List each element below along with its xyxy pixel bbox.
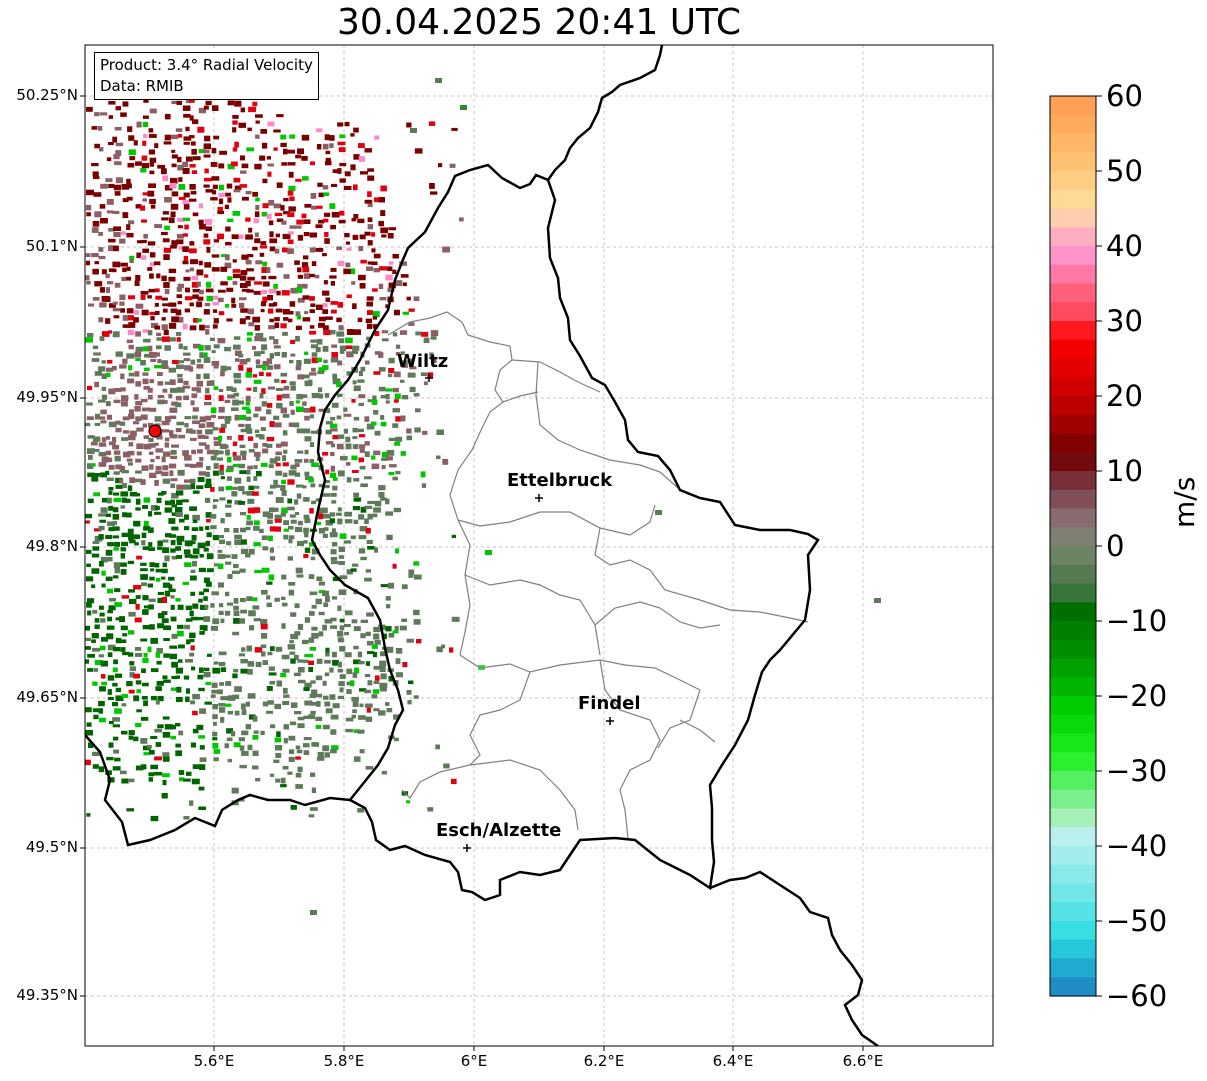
- colorbar-band: [1050, 546, 1096, 566]
- country-borders: [85, 45, 879, 1046]
- colorbar-ticks: [1096, 95, 1102, 997]
- colorbar-tick-label: −50: [1106, 904, 1168, 938]
- lat-tick-label: 49.8°N: [25, 537, 78, 555]
- city-markers: [425, 374, 614, 852]
- lat-tick-label: 49.5°N: [25, 838, 78, 856]
- product-label: Product: 3.4° Radial Velocity: [100, 56, 313, 74]
- colorbar: [1050, 96, 1096, 997]
- colorbar-band: [1050, 902, 1096, 922]
- colorbar-band: [1050, 527, 1096, 547]
- colorbar-band: [1050, 808, 1096, 828]
- lon-tick-label: 5.8°E: [323, 1052, 365, 1070]
- colorbar-band: [1050, 189, 1096, 210]
- colorbar-band: [1050, 489, 1096, 510]
- colorbar-band: [1050, 939, 1096, 960]
- city-label-wiltz: Wiltz: [397, 351, 449, 372]
- colorbar-band: [1050, 339, 1096, 360]
- lon-tick-label: 6.4°E: [712, 1052, 754, 1070]
- colorbar-band: [1050, 208, 1096, 228]
- colorbar-band: [1050, 414, 1096, 435]
- colorbar-band: [1050, 752, 1096, 772]
- colorbar-band: [1050, 283, 1096, 303]
- canton-borders: [387, 311, 809, 839]
- lat-tick-label: 50.1°N: [25, 237, 78, 255]
- city-label-ettelbruck: Ettelbruck: [507, 470, 613, 491]
- map-frame: [84, 44, 994, 1047]
- colorbar-tick-label: −20: [1106, 679, 1168, 713]
- colorbar-band: [1050, 564, 1096, 585]
- colorbar-band: [1050, 433, 1096, 453]
- colorbar-tick-label: 30: [1106, 304, 1143, 338]
- product-info-box: Product: 3.4° Radial Velocity Data: RMIB: [94, 52, 319, 100]
- colorbar-tick-label: 60: [1106, 79, 1143, 113]
- colorbar-band: [1050, 396, 1096, 416]
- city-label-findel: Findel: [578, 693, 641, 714]
- lat-tick-label: 50.25°N: [16, 86, 78, 104]
- colorbar-band: [1050, 358, 1096, 378]
- colorbar-tick-label: −30: [1106, 754, 1168, 788]
- colorbar-band: [1050, 133, 1096, 153]
- lon-tick-label: 6°E: [460, 1052, 488, 1070]
- colorbar-unit-label: m/s: [1168, 476, 1201, 528]
- lon-tick-label: 6.6°E: [842, 1052, 884, 1070]
- colorbar-band: [1050, 321, 1096, 341]
- colorbar-band: [1050, 264, 1096, 285]
- axis-ticks: [80, 95, 864, 1051]
- colorbar-band: [1050, 864, 1096, 885]
- colorbar-band: [1050, 827, 1096, 847]
- colorbar-tick-label: 50: [1106, 154, 1143, 188]
- colorbar-band: [1050, 452, 1096, 472]
- lon-tick-label: 5.6°E: [193, 1052, 235, 1070]
- colorbar-tick-label: 40: [1106, 229, 1143, 263]
- lat-tick-label: 49.65°N: [16, 688, 78, 706]
- colorbar-band: [1050, 789, 1096, 810]
- colorbar-band: [1050, 658, 1096, 678]
- colorbar-band: [1050, 977, 1096, 997]
- colorbar-band: [1050, 302, 1096, 322]
- colorbar-band: [1050, 583, 1096, 603]
- colorbar-band: [1050, 696, 1096, 716]
- city-label-esch: Esch/Alzette: [436, 820, 562, 841]
- colorbar-band: [1050, 602, 1096, 622]
- lat-tick-label: 49.35°N: [16, 986, 78, 1004]
- colorbar-band: [1050, 377, 1096, 397]
- colorbar-band: [1050, 152, 1096, 172]
- lat-tick-label: 49.95°N: [16, 388, 78, 406]
- colorbar-band: [1050, 246, 1096, 266]
- lon-tick-label: 6.2°E: [583, 1052, 625, 1070]
- colorbar-tick-label: −40: [1106, 829, 1168, 863]
- colorbar-band: [1050, 114, 1096, 135]
- colorbar-tick-label: 20: [1106, 379, 1143, 413]
- colorbar-band: [1050, 621, 1096, 641]
- colorbar-tick-label: −10: [1106, 604, 1168, 638]
- colorbar-band: [1050, 921, 1096, 941]
- colorbar-band: [1050, 227, 1096, 247]
- colorbar-band: [1050, 96, 1096, 116]
- colorbar-band: [1050, 883, 1096, 903]
- radar-site-marker: [148, 424, 162, 438]
- colorbar-band: [1050, 171, 1096, 191]
- colorbar-band: [1050, 639, 1096, 660]
- colorbar-band: [1050, 471, 1096, 491]
- colorbar-tick-label: 0: [1106, 529, 1125, 563]
- colorbar-band: [1050, 733, 1096, 753]
- colorbar-tick-label: 10: [1106, 454, 1143, 488]
- colorbar-band: [1050, 958, 1096, 978]
- colorbar-band: [1050, 771, 1096, 791]
- colorbar-band: [1050, 677, 1096, 697]
- colorbar-band: [1050, 714, 1096, 735]
- colorbar-band: [1050, 508, 1096, 528]
- colorbar-band: [1050, 846, 1096, 866]
- chart-title: 30.04.2025 20:41 UTC: [336, 2, 742, 43]
- colorbar-tick-label: −60: [1106, 979, 1168, 1013]
- data-source-label: Data: RMIB: [100, 77, 184, 95]
